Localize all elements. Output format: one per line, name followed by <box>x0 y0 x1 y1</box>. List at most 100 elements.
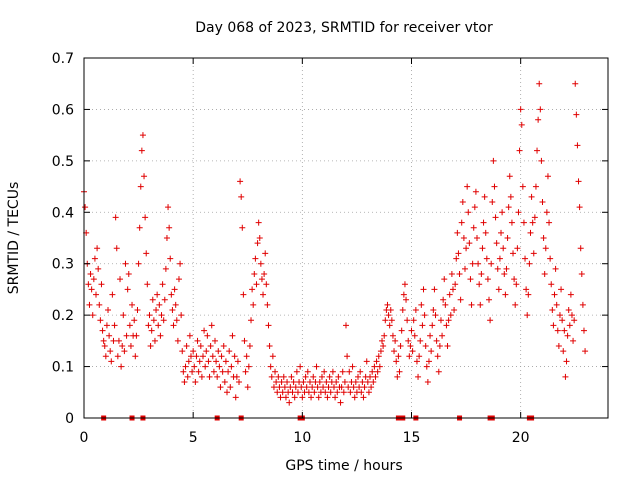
axes-layer: 0 5 10 15 20 0 0.1 0.2 0.3 0.4 0.5 0.6 0.7 <box>52 51 609 446</box>
data-point <box>564 332 571 339</box>
data-point <box>274 389 281 396</box>
data-point <box>297 363 304 370</box>
data-point <box>375 353 382 360</box>
data-point <box>266 343 273 349</box>
data-point <box>389 332 396 339</box>
data-point <box>349 363 356 370</box>
data-point <box>167 255 174 262</box>
x-tick-label: 15 <box>403 430 421 446</box>
data-point <box>468 301 475 308</box>
data-point <box>337 399 344 406</box>
data-point <box>157 332 164 339</box>
data-point <box>522 255 529 262</box>
data-point <box>391 348 398 355</box>
data-point <box>513 281 520 288</box>
data-point <box>363 358 370 365</box>
data-point <box>173 317 180 324</box>
data-point <box>425 358 432 365</box>
data-point <box>258 276 265 283</box>
data-point <box>376 363 383 370</box>
data-point <box>501 271 508 277</box>
data-point <box>439 332 446 339</box>
data-point <box>121 348 128 355</box>
data-point <box>504 235 511 241</box>
data-point <box>397 343 404 349</box>
data-point <box>302 373 309 380</box>
data-point <box>290 379 297 385</box>
data-point <box>169 307 176 313</box>
data-point <box>134 307 141 313</box>
data-point <box>371 363 378 370</box>
data-point <box>87 271 94 277</box>
data-point <box>503 265 510 272</box>
data-point <box>218 353 225 360</box>
data-point <box>329 368 336 375</box>
data-point <box>318 373 325 380</box>
data-point <box>452 281 459 288</box>
data-point <box>225 368 232 375</box>
data-point <box>571 317 578 324</box>
data-point <box>395 353 402 360</box>
data-point <box>527 229 534 236</box>
data-point <box>388 317 395 324</box>
data-point <box>334 389 341 396</box>
data-point <box>451 307 458 313</box>
data-point <box>160 317 167 324</box>
data-point <box>110 337 117 344</box>
data-point <box>374 368 381 375</box>
data-point <box>203 348 210 355</box>
data-point <box>123 332 130 339</box>
data-point <box>518 121 525 128</box>
data-point <box>172 301 179 308</box>
data-point <box>275 373 282 380</box>
data-point <box>384 301 391 308</box>
data-point <box>380 343 387 349</box>
data-point <box>113 245 120 252</box>
data-point <box>322 389 329 396</box>
data-point <box>118 363 125 370</box>
data-point <box>460 235 467 241</box>
x-tick-label: 10 <box>293 430 311 446</box>
data-point <box>422 343 429 349</box>
data-point <box>549 307 556 313</box>
data-point <box>520 219 527 226</box>
data-point <box>561 327 568 334</box>
data-point <box>163 235 170 241</box>
data-point <box>315 394 322 401</box>
data-point <box>262 250 269 257</box>
data-point <box>532 183 539 190</box>
data-point <box>447 312 454 319</box>
data-point <box>255 219 262 226</box>
data-point <box>240 291 247 298</box>
data-point <box>268 373 275 380</box>
data-point <box>241 337 248 344</box>
data-point <box>385 312 392 319</box>
data-point <box>298 384 305 391</box>
data-point <box>341 379 348 385</box>
data-point <box>493 240 500 247</box>
data-point <box>178 312 185 319</box>
data-point <box>179 348 186 355</box>
data-point <box>115 337 122 344</box>
data-point <box>199 353 206 360</box>
data-point <box>224 389 231 396</box>
data-point <box>343 322 349 329</box>
data-point <box>263 281 270 288</box>
data-point <box>370 379 377 385</box>
data-point <box>417 337 424 344</box>
data-point <box>99 327 106 334</box>
data-point <box>448 271 455 277</box>
data-point <box>546 219 553 226</box>
data-point <box>432 312 439 319</box>
data-point <box>491 183 498 190</box>
data-point <box>478 271 485 277</box>
x-tick-label: 20 <box>512 430 530 446</box>
data-point <box>102 353 109 360</box>
data-point <box>155 322 162 329</box>
data-point <box>551 291 558 298</box>
data-point <box>273 379 280 385</box>
data-point <box>381 332 388 339</box>
data-point <box>486 296 493 303</box>
data-point <box>407 343 414 349</box>
data-point <box>138 147 145 154</box>
